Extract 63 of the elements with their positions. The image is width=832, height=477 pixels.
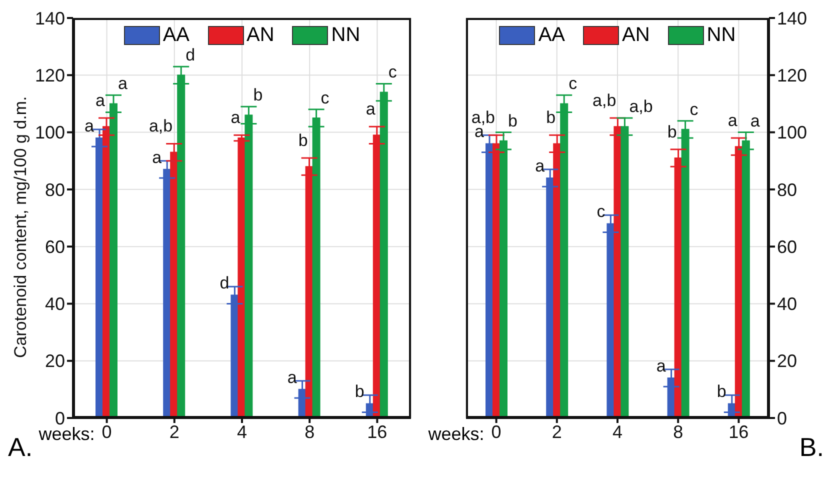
annotation: b [298,131,308,150]
annotation: b [667,122,677,142]
annotation: a,b [592,91,616,110]
annotation: a [535,156,546,176]
y-axis-title: Carotenoid content, mg/100 g d.m. [11,96,30,358]
text: B. [799,432,824,463]
y-tick-label: 60 [44,236,65,257]
legend-label: AN [246,24,274,47]
annotation: a [118,74,128,94]
y2-tick-label: 140 [777,8,808,28]
x-tick-label: 2 [169,422,180,442]
legend-label: NN [331,24,360,47]
annotation: a [656,356,666,376]
annotation: a,b [629,97,653,116]
annotation: b [253,86,263,105]
annotation: d [220,274,230,293]
annotation: a [287,368,298,387]
annotation: a [728,111,738,130]
annotation: a [152,148,162,167]
annotation: a [366,100,376,119]
annotation: c [690,100,699,119]
annotation: d [186,46,196,65]
x-tick-label: 0 [102,422,112,442]
x-tick-label: 16 [367,422,388,442]
text: A. [8,432,33,463]
y2-tick-label: 20 [777,351,798,372]
x-tick-label: 4 [236,422,248,442]
legend-label: AA [162,24,190,47]
annotation: a [84,116,95,136]
y-tick-label: 80 [44,180,65,200]
y2-tick-label: 0 [777,408,788,428]
y-tick-label: 20 [44,351,65,372]
annotation: a [96,91,106,110]
annotation: c [568,74,578,94]
x-tick-label: 4 [612,422,623,442]
x-tick-label: 16 [728,422,749,442]
annotation: c [320,88,330,108]
legend-label: AN [622,24,650,47]
y2-tick-label: 40 [777,294,798,314]
y2-tick-label: 60 [777,236,798,257]
annotation: a,b [148,116,173,136]
annotation: c [596,202,606,222]
annotation: b [354,382,364,402]
y2-tick-label: 80 [777,180,798,200]
x-tick-label: 2 [552,422,562,442]
legend-label: NN [706,24,736,47]
annotation: b [508,111,518,130]
y2-tick-label: 120 [777,66,808,86]
y-tick-label: 140 [34,8,65,28]
legend-label: AA [538,24,565,47]
y-tick-label: 40 [44,294,65,314]
x-tick-label: 8 [673,422,684,442]
annotation: b [546,108,556,128]
x-axis-title: weeks: [427,424,484,445]
annotation: c [388,62,398,82]
x-tick-label: 8 [304,422,315,442]
y-tick-label: 100 [34,122,65,143]
y2-tick-label: 100 [777,122,808,143]
x-tick-label: 0 [491,422,502,442]
annotation: b [716,382,726,402]
annotation: a [750,111,760,130]
annotation: a [230,108,241,128]
y-tick-label: 120 [34,66,65,86]
